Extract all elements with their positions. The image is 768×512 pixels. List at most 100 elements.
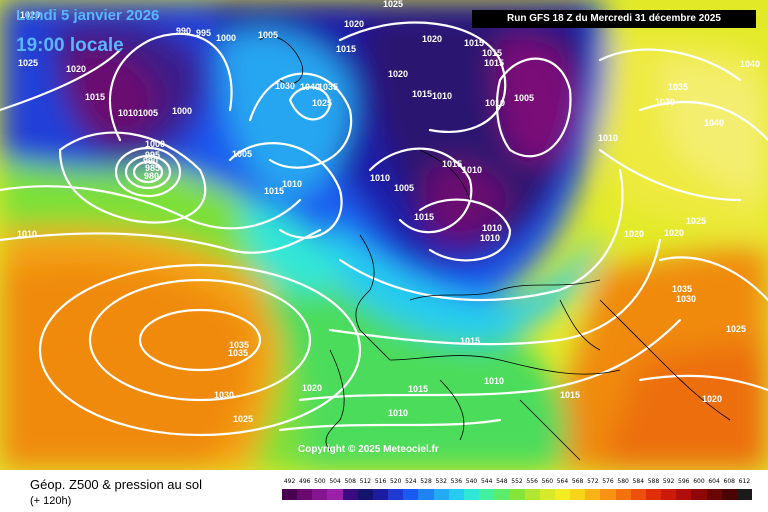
scale-label: 580 [617, 478, 629, 485]
scale-cell [357, 489, 374, 500]
scale-label: 548 [496, 478, 508, 485]
scale-label: 524 [405, 478, 417, 485]
isobar-label: 985 [145, 163, 160, 173]
isobar-label: 1035 [318, 82, 338, 92]
isobar-label: 1040 [704, 118, 724, 128]
scale-cell [312, 489, 328, 500]
scale-label: 496 [299, 478, 311, 485]
scale-label: 588 [647, 478, 660, 485]
isobar-label: 1030 [676, 294, 696, 304]
scale-label: 508 [344, 478, 356, 485]
scale-cell [661, 489, 677, 500]
isobar-label: 1005 [514, 93, 534, 103]
isobar-label: 1035 [228, 348, 248, 358]
scale-label: 520 [389, 478, 402, 485]
scale-label: 536 [450, 478, 463, 485]
isobar-label: 995 [145, 150, 160, 160]
scale-label: 492 [283, 478, 296, 485]
scale-label: 608 [723, 478, 735, 485]
isobar-label: 1010 [485, 98, 505, 108]
isobar-label: 1005 [232, 149, 252, 159]
scale-label: 596 [678, 478, 690, 485]
scale-label: 504 [329, 478, 341, 485]
isobar-label: 1025 [312, 98, 332, 108]
scale-cell [676, 489, 692, 500]
isobar-label: 1010 [462, 165, 482, 175]
isobar-label: 1020 [422, 34, 442, 44]
copyright-text: Copyright © 2025 Meteociel.fr [298, 444, 439, 455]
isobar-label: 1035 [672, 284, 692, 294]
forecast-time: 19:00 locale [16, 35, 124, 56]
scale-cell [630, 489, 647, 500]
scale-label: 572 [587, 478, 599, 485]
isobar-label: 1020 [344, 19, 364, 29]
isobar-label: 1015 [336, 44, 356, 54]
isobar-label: 1040 [740, 59, 760, 69]
scale-cell [433, 489, 450, 500]
isobar-label: 1025 [18, 58, 38, 68]
isobar-label: 1030 [275, 81, 295, 91]
scale-label: 552 [511, 478, 523, 485]
isobar-label: 1010 [482, 223, 502, 233]
scale-cell [509, 489, 526, 500]
scale-cell [388, 489, 404, 500]
isobar-label: 1040 [300, 82, 320, 92]
isobar-lines [0, 21, 768, 437]
scale-label: 516 [374, 478, 387, 485]
isobar-label: 990 [176, 26, 191, 36]
scale-cell [570, 489, 586, 500]
isobar-label: 1010 [598, 133, 618, 143]
isobar-label: 1010 [484, 376, 504, 386]
scale-label: 612 [738, 478, 751, 485]
scale-cell [479, 489, 495, 500]
scale-label: 532 [435, 478, 447, 485]
map-title: Géop. Z500 & pression au sol [30, 477, 202, 492]
isobar-label: 1005 [258, 30, 278, 40]
weather-map: 1020 990 995 1000 1005 1020 1025 1025 1020 1015 10… [0, 0, 768, 470]
isobar-label: 1015 [264, 186, 284, 196]
isobar-label: 1010 [370, 173, 390, 183]
isobar-label: 1015 [408, 384, 428, 394]
scale-cell [585, 489, 601, 500]
isobar-label: 1015 [460, 336, 480, 346]
scale-label: 528 [420, 478, 432, 485]
isobar-label: 1010 [17, 229, 37, 239]
scale-cell [494, 489, 510, 500]
legend-bar: Géop. Z500 & pression au sol (+ 120h) 49… [0, 470, 768, 512]
isobar-label: 1010 [480, 233, 500, 243]
map-subtitle: (+ 120h) [30, 495, 72, 507]
isobar-label: 1020 [624, 229, 644, 239]
scale-label: 604 [708, 478, 720, 485]
isobar-label: 10101005 [118, 108, 158, 118]
coastlines [259, 35, 731, 461]
isobar-label: 1015 [484, 58, 504, 68]
isobar-label: 1015 [412, 89, 432, 99]
isobar-label: 1030 [214, 390, 234, 400]
isobar-label: 1030 [655, 97, 675, 107]
scale-cell [297, 489, 313, 500]
isobar-label: 1035 [229, 340, 249, 350]
scale-cell [327, 489, 344, 500]
scale-cell [539, 489, 556, 500]
scale-cell [554, 489, 571, 500]
isobar-label: 1020 [664, 228, 684, 238]
isobar-label: 1020 [66, 64, 86, 74]
isobar-label: 1020 [20, 10, 40, 20]
isobar-label: 1015 [442, 159, 462, 169]
isobar-label: 1015 [482, 48, 502, 58]
scale-label: 544 [480, 478, 493, 485]
scale-cell [463, 489, 480, 500]
isobar-label: 1000 [216, 33, 236, 43]
scale-label: 560 [541, 478, 554, 485]
isobar-label: 1025 [686, 216, 706, 226]
scale-cell [282, 489, 298, 500]
scale-cell [736, 489, 753, 500]
scale-label: 592 [662, 478, 675, 485]
isobar-label: 1025 [383, 0, 403, 9]
isobar-label: 1005 [394, 183, 414, 193]
scale-cell [600, 489, 617, 500]
scale-label: 540 [465, 478, 478, 485]
scale-label: 564 [556, 478, 569, 485]
